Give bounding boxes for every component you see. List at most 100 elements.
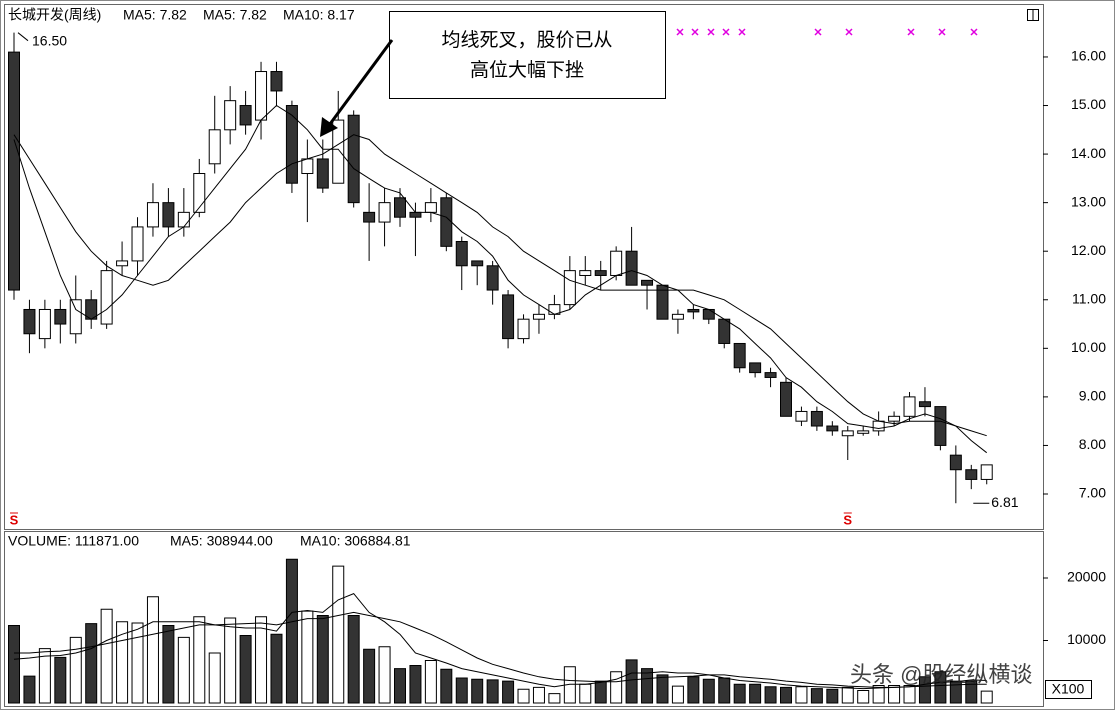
volume-bar xyxy=(733,683,746,704)
watermark: 头条 @股经纵横谈 xyxy=(850,662,1032,687)
candle-body xyxy=(502,294,515,340)
volume-bar xyxy=(347,615,360,704)
candle-body xyxy=(532,313,545,320)
volume-bar xyxy=(656,674,669,704)
candle-body xyxy=(641,279,654,286)
candle-body xyxy=(363,211,376,223)
candle-body xyxy=(563,270,576,306)
signal-cross xyxy=(722,28,730,36)
volume-bar xyxy=(38,648,51,704)
volume-bar xyxy=(177,636,190,704)
candle-body xyxy=(409,211,422,218)
candle-body xyxy=(23,308,36,335)
candle-body xyxy=(857,430,870,434)
header-label: MA10: 8.17 xyxy=(283,7,355,23)
y-tick-label: 13.00 xyxy=(1071,193,1106,209)
y-tick-label: 11.00 xyxy=(1072,290,1106,306)
candle-body xyxy=(69,299,82,335)
candle-body xyxy=(316,158,329,189)
y-tick-label: 10000 xyxy=(1067,631,1106,647)
candle-body xyxy=(255,71,268,121)
candle-body xyxy=(38,308,51,340)
extreme-label: 6.81 xyxy=(991,494,1018,510)
signal-cross xyxy=(738,28,746,36)
candle-body xyxy=(949,454,962,471)
signal-label: S xyxy=(10,512,19,527)
volume-bar xyxy=(903,685,916,704)
candle-body xyxy=(394,197,406,218)
volume-bar xyxy=(146,596,159,704)
candle-body xyxy=(903,396,916,417)
annotation-arrowhead xyxy=(320,117,338,137)
candle-body xyxy=(872,420,885,432)
candle-body xyxy=(671,313,684,320)
candle-body xyxy=(934,406,947,446)
ma-line xyxy=(13,104,988,454)
volume-bar xyxy=(162,625,175,704)
annotation-arrow xyxy=(328,39,394,125)
volume-bar xyxy=(424,660,437,704)
candle-body xyxy=(162,202,175,228)
unit-label: X100 xyxy=(1052,681,1085,697)
volume-bar xyxy=(131,622,144,704)
volume-bar xyxy=(224,617,237,704)
ma-line xyxy=(13,134,987,437)
volume-bar xyxy=(116,621,129,704)
volume-bar xyxy=(780,686,792,704)
candle-body xyxy=(810,410,823,427)
volume-bar xyxy=(826,688,839,704)
volume-bar xyxy=(625,659,638,704)
signal-cross xyxy=(845,28,853,36)
candle-body xyxy=(486,265,499,291)
candle-body xyxy=(332,119,345,184)
signal-cross xyxy=(676,28,684,36)
signal-cross xyxy=(707,28,715,36)
volume-bar xyxy=(934,671,947,704)
volume-bar xyxy=(718,677,731,704)
volume-bar xyxy=(671,685,684,704)
candle-body xyxy=(347,114,360,204)
volume-bar xyxy=(193,616,206,704)
candle-body xyxy=(224,100,237,131)
volume-bar xyxy=(949,680,962,704)
candle-body xyxy=(579,270,592,276)
candle-body xyxy=(177,211,190,228)
volume-panel xyxy=(4,531,1044,707)
candle-body xyxy=(378,202,391,223)
header-label: MA5: 7.82 xyxy=(203,7,267,23)
candle-body xyxy=(8,51,20,291)
ma-line xyxy=(13,592,987,690)
volume-bar xyxy=(8,625,20,704)
volume-title: VOLUME: 111871.00 xyxy=(8,533,139,549)
candle-body xyxy=(517,318,530,340)
candle-body xyxy=(270,71,283,92)
signal-label: S xyxy=(843,512,852,527)
volume-bar xyxy=(749,683,762,704)
candle-body xyxy=(440,197,453,247)
candle-body xyxy=(208,129,221,165)
volume-bar xyxy=(85,623,98,704)
candle-body xyxy=(54,308,67,325)
candle-body xyxy=(780,381,792,417)
candle-body xyxy=(424,202,437,213)
volume-bar xyxy=(888,685,901,704)
volume-bar xyxy=(594,680,607,704)
candle-body xyxy=(749,362,762,374)
candle-body xyxy=(594,270,607,276)
annotation-text: 均线死叉，股价已从 xyxy=(441,29,612,51)
y-tick-label: 7.00 xyxy=(1079,485,1106,501)
volume-bar xyxy=(409,665,422,704)
extreme-label: 16.50 xyxy=(32,32,67,48)
candle-body xyxy=(193,173,206,213)
volume-bar xyxy=(23,675,36,704)
y-tick-label: 16.00 xyxy=(1071,48,1106,64)
volume-bar xyxy=(285,558,298,704)
y-tick-label: 12.00 xyxy=(1071,242,1106,258)
volume-bar xyxy=(965,680,978,704)
volume-bar xyxy=(471,678,484,704)
volume-bar xyxy=(641,668,654,704)
candle-body xyxy=(285,105,298,184)
volume-bar xyxy=(270,633,283,704)
